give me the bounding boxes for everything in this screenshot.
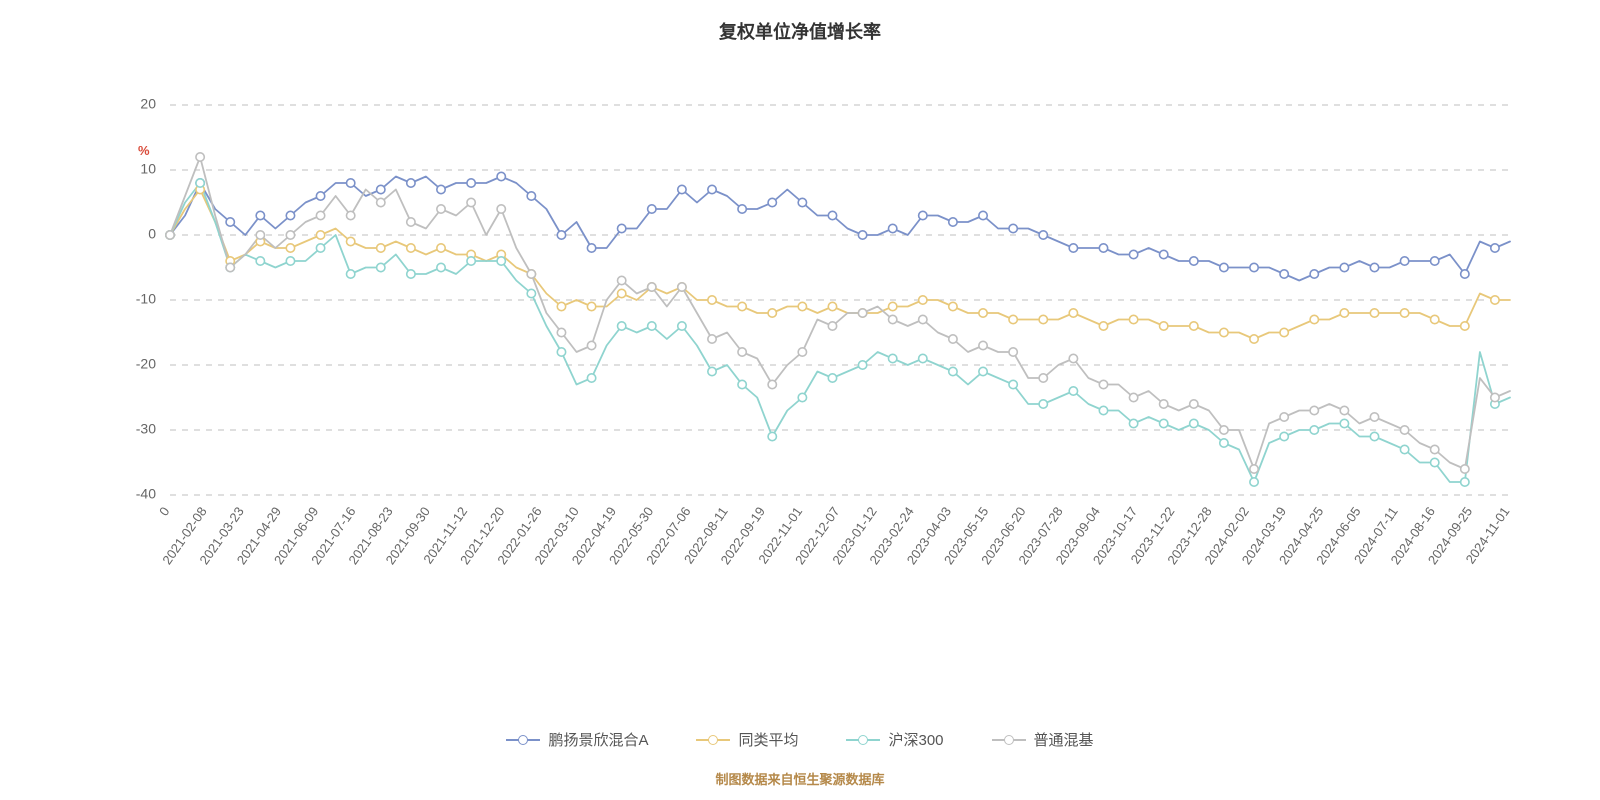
chart-container: 复权单位净值增长率 % -40-30-20-100102002021-02-08… (0, 0, 1600, 800)
svg-text:-20: -20 (136, 356, 156, 372)
legend-label: 沪深300 (888, 729, 943, 750)
svg-text:-40: -40 (136, 486, 156, 502)
legend-swatch (992, 733, 1026, 747)
legend-item[interactable]: 同类平均 (696, 729, 798, 750)
chart-legend: 鹏扬景欣混合A 同类平均 沪深300 普通混基 (0, 729, 1600, 750)
svg-text:20: 20 (140, 96, 156, 112)
svg-text:10: 10 (140, 161, 156, 177)
legend-label: 同类平均 (738, 729, 798, 750)
legend-item[interactable]: 沪深300 (846, 729, 943, 750)
legend-swatch (846, 733, 880, 747)
legend-item[interactable]: 普通混基 (992, 729, 1094, 750)
legend-label: 鹏扬景欣混合A (548, 729, 648, 750)
legend-label: 普通混基 (1034, 729, 1094, 750)
chart-plot: -40-30-20-100102002021-02-082021-03-2320… (0, 0, 1600, 660)
svg-text:0: 0 (148, 226, 156, 242)
legend-swatch (696, 733, 730, 747)
chart-footer: 制图数据来自恒生聚源数据库 (0, 769, 1600, 788)
legend-item[interactable]: 鹏扬景欣混合A (506, 729, 648, 750)
legend-swatch (506, 733, 540, 747)
svg-text:0: 0 (156, 504, 172, 519)
svg-text:-30: -30 (136, 421, 156, 437)
svg-text:-10: -10 (136, 291, 156, 307)
